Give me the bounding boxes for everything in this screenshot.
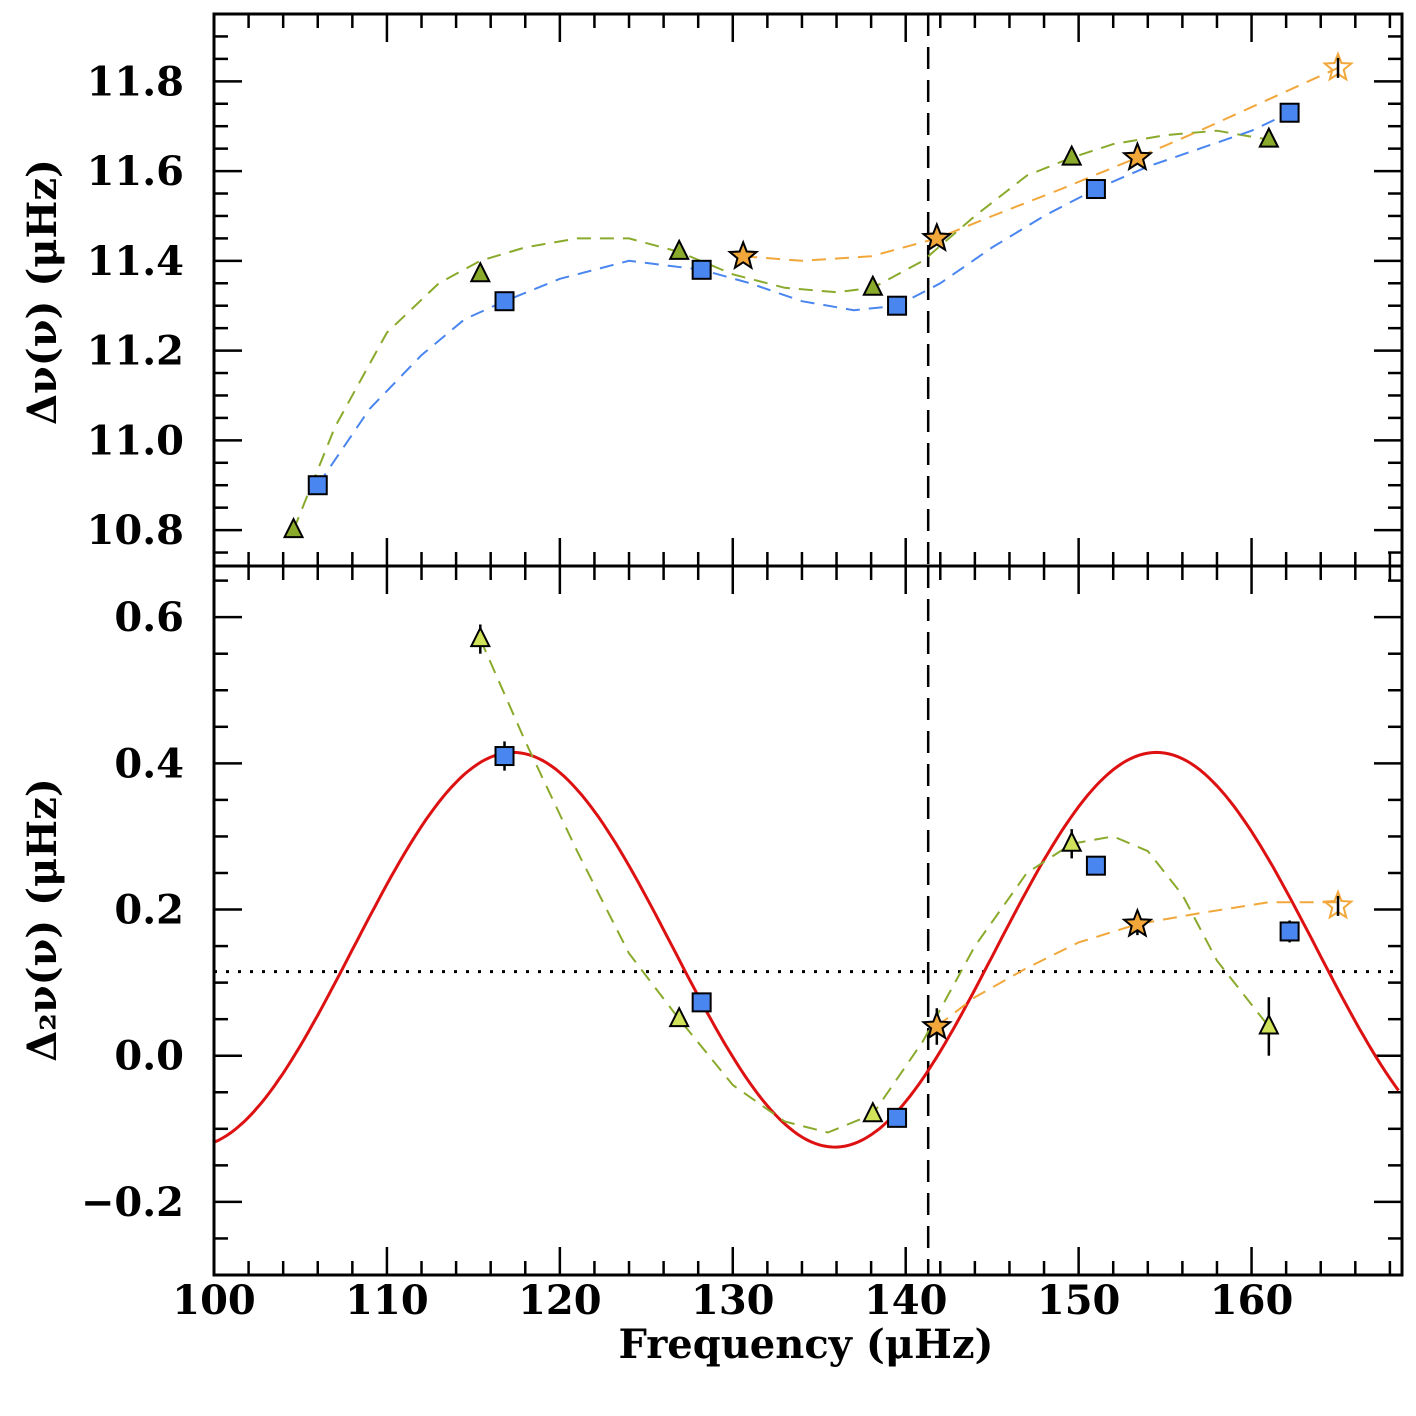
squares-marker (307, 475, 328, 496)
stars-marker (1121, 140, 1154, 172)
squares-marker (691, 259, 712, 280)
squares-marker (887, 295, 908, 316)
stars-marker (727, 239, 760, 270)
squares-marker (494, 746, 515, 767)
green-dash-curve (292, 129, 1269, 531)
y-tick-label: 11.6 (87, 148, 184, 195)
x-tick-label: 120 (518, 1277, 602, 1324)
y-tick-label: 10.8 (87, 507, 184, 554)
panel-frame (212, 564, 1404, 1277)
triangles-marker (1061, 830, 1083, 852)
x-tick-labels: 100 110 120 130 140 150 160 (172, 1277, 1293, 1324)
y-tick-label: 0.2 (114, 887, 184, 934)
triangles-marker (1258, 1013, 1280, 1035)
y-tick-label: 11.0 (87, 417, 184, 464)
orange-dash-curve (743, 66, 1339, 262)
bottom-y-axis-title: Δ₂ν(ν) (μHz) (19, 778, 66, 1061)
red-fit-curve (213, 750, 1400, 1149)
top-panel: 10.8 11.0 11.2 11.4 11.6 11.8 (87, 12, 1404, 568)
triangles-marker (1258, 126, 1280, 148)
x-axis-title: Frequency (μHz) (619, 1321, 994, 1368)
bottom-panel: −0.2 0.0 0.2 0.4 0.6 (81, 564, 1404, 1277)
triangles-marker (862, 1100, 884, 1123)
stars-marker (920, 221, 953, 252)
y-tick-label: 0.0 (114, 1033, 184, 1080)
triangles-marker (668, 238, 690, 260)
y-tick-label: 0.4 (114, 740, 184, 787)
x-tick-label: 100 (172, 1277, 256, 1324)
squares-marker (887, 1107, 908, 1128)
blue-dash-curve (316, 111, 1291, 486)
top-y-axis-title: Δν(ν) (μHz) (19, 159, 66, 425)
stars-marker (920, 1009, 953, 1041)
y-tick-label: 11.4 (87, 238, 184, 285)
squares-marker (691, 992, 712, 1013)
squares-marker (1279, 921, 1300, 942)
x-tick-label: 150 (1037, 1277, 1121, 1324)
triangles-marker (862, 274, 884, 296)
squares-marker (1085, 855, 1106, 876)
x-tick-label: 140 (864, 1277, 948, 1324)
y-tick-label: 11.2 (87, 328, 184, 375)
orange-dash-curve (936, 901, 1338, 1028)
green-dash-curve (479, 638, 1270, 1134)
squares-marker (1279, 102, 1300, 123)
triangles-marker (668, 1005, 690, 1028)
triangles-marker (1061, 144, 1083, 166)
triangles-marker (282, 516, 305, 539)
squares-marker (1085, 179, 1106, 200)
y-tick-label: 11.8 (87, 58, 184, 105)
x-tick-label: 110 (345, 1277, 429, 1324)
triangles-marker (469, 261, 491, 283)
squares-marker (494, 291, 515, 312)
stars-marker (1121, 907, 1154, 938)
y-tick-label: 0.6 (114, 594, 184, 641)
y-tick-label: −0.2 (81, 1179, 184, 1226)
triangles-marker (469, 625, 491, 648)
x-tick-label: 130 (691, 1277, 775, 1324)
x-tick-label: 160 (1210, 1277, 1294, 1324)
